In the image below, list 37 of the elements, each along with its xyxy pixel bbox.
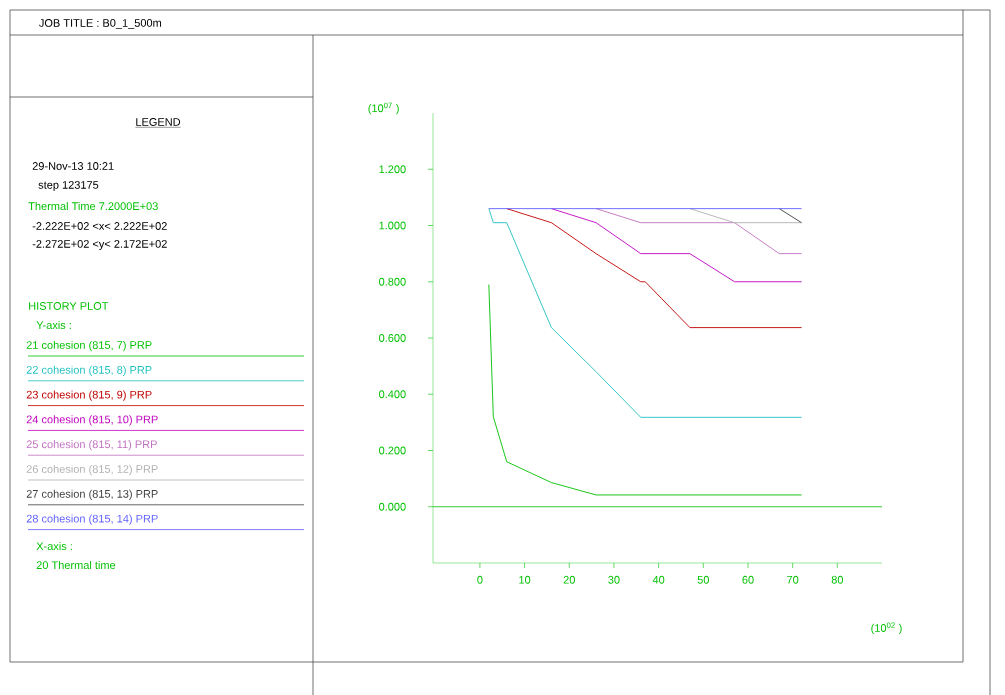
text: Thermal Time 7.2000E+03 — [28, 201, 158, 211]
text: JOB TITLE : B0_1_500m — [39, 19, 162, 29]
y-tick-label: 1.200 — [379, 165, 406, 174]
text: X-axis : — [36, 541, 72, 551]
y-axis-title: (10$^{07}$ ) — [368, 102, 399, 115]
text: 25 cohesion (815, 11) PRP — [26, 440, 157, 451]
x-tick-label: 80 — [831, 575, 844, 584]
text: Y-axis : — [36, 320, 71, 330]
text: HISTORY PLOT — [29, 302, 109, 310]
text: -2.222E+02 <x< 2.222E+02 — [32, 222, 167, 230]
text: 21 cohesion (815, 7) PRP — [26, 340, 152, 352]
text: 29-Nov-13 10:21 — [32, 162, 114, 170]
x-tick-label: 20 — [563, 575, 575, 584]
x-tick-label: 30 — [608, 575, 620, 584]
y-tick-label: 0.600 — [379, 334, 406, 342]
text: 24 cohesion (815, 10) PRP — [26, 415, 158, 426]
x-tick-label: 50 — [697, 575, 709, 584]
text: 27 cohesion (815, 13) PRP — [26, 489, 158, 500]
text: step 123175 — [38, 181, 99, 191]
x-tick-label: 70 — [787, 575, 799, 584]
text: 20 Thermal time — [36, 560, 116, 570]
y-tick-label: 0.000 — [379, 502, 406, 511]
x-tick-label: 40 — [652, 575, 665, 584]
x-tick-label: 60 — [742, 575, 754, 584]
text: -2.272E+02 <y< 2.172E+02 — [32, 240, 167, 250]
text: LEGEND — [136, 118, 181, 126]
y-tick-label: 1.000 — [379, 221, 406, 230]
y-tick-label: 0.800 — [379, 277, 406, 286]
y-tick-label: 0.400 — [379, 390, 406, 399]
text: 26 cohesion (815, 12) PRP — [26, 464, 158, 476]
x-tick-label: 10 — [519, 575, 531, 584]
x-axis-title: (10$^{02}$ ) — [871, 622, 902, 635]
text: 23 cohesion (815, 9) PRP — [26, 390, 152, 401]
x-tick-label: 0 — [477, 575, 483, 584]
y-tick-label: 0.200 — [379, 446, 406, 455]
text: 28 cohesion (815, 14) PRP — [26, 514, 158, 525]
text: 22 cohesion (815, 8) PRP — [26, 365, 152, 376]
